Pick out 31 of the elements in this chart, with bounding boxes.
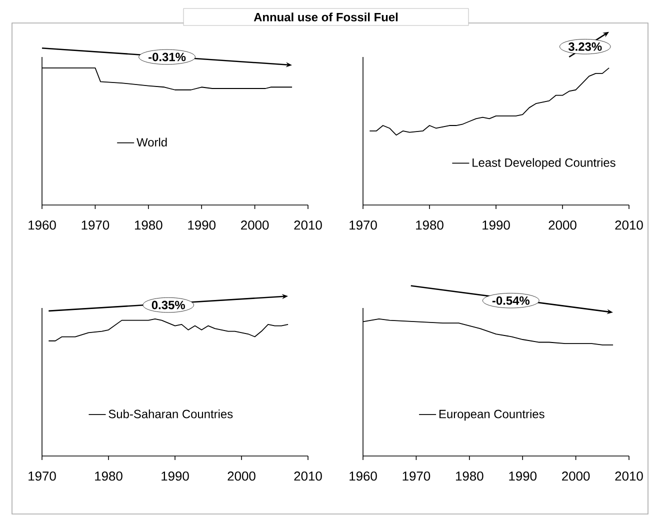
legend-label: Least Developed Countries [472,158,616,170]
x-tick-label: 2000 [562,472,590,481]
x-tick-label: 1970 [82,220,110,230]
legend-label: World [136,138,167,147]
x-tick-label: 1970 [402,472,430,481]
x-tick-label: 2000 [241,220,269,230]
text: 0.35% [152,300,185,310]
x-tick-label: 1960 [28,220,56,230]
x-tick-label: 1990 [162,472,189,481]
text: -0.54% [492,296,530,305]
x-tick-label: 1980 [416,220,444,230]
x-tick-label: 2010 [615,220,643,230]
x-tick-label: 1990 [509,472,537,481]
x-tick-label: 2010 [294,220,322,230]
x-tick-label: 1980 [134,220,162,230]
legend-label: European Countries [439,409,544,421]
x-tick-label: 2010 [294,472,322,481]
x-tick-label: 1960 [350,472,377,481]
text: 3.23% [568,42,602,51]
chart-title: Annual use of Fossil Fuel [254,12,398,22]
x-tick-label: 1970 [350,220,377,230]
legend-label: Sub-Saharan Countries [108,409,233,418]
x-tick-label: 2000 [228,472,256,481]
x-tick-label: 1980 [95,472,122,481]
x-tick-label: 2000 [548,220,576,230]
x-tick-label: 1990 [482,220,510,230]
text: -0.31% [148,52,186,62]
x-tick-label: 1970 [28,472,56,481]
x-tick-label: 2010 [615,472,643,481]
x-tick-label: 1980 [456,472,484,481]
x-tick-label: 1990 [188,220,216,230]
